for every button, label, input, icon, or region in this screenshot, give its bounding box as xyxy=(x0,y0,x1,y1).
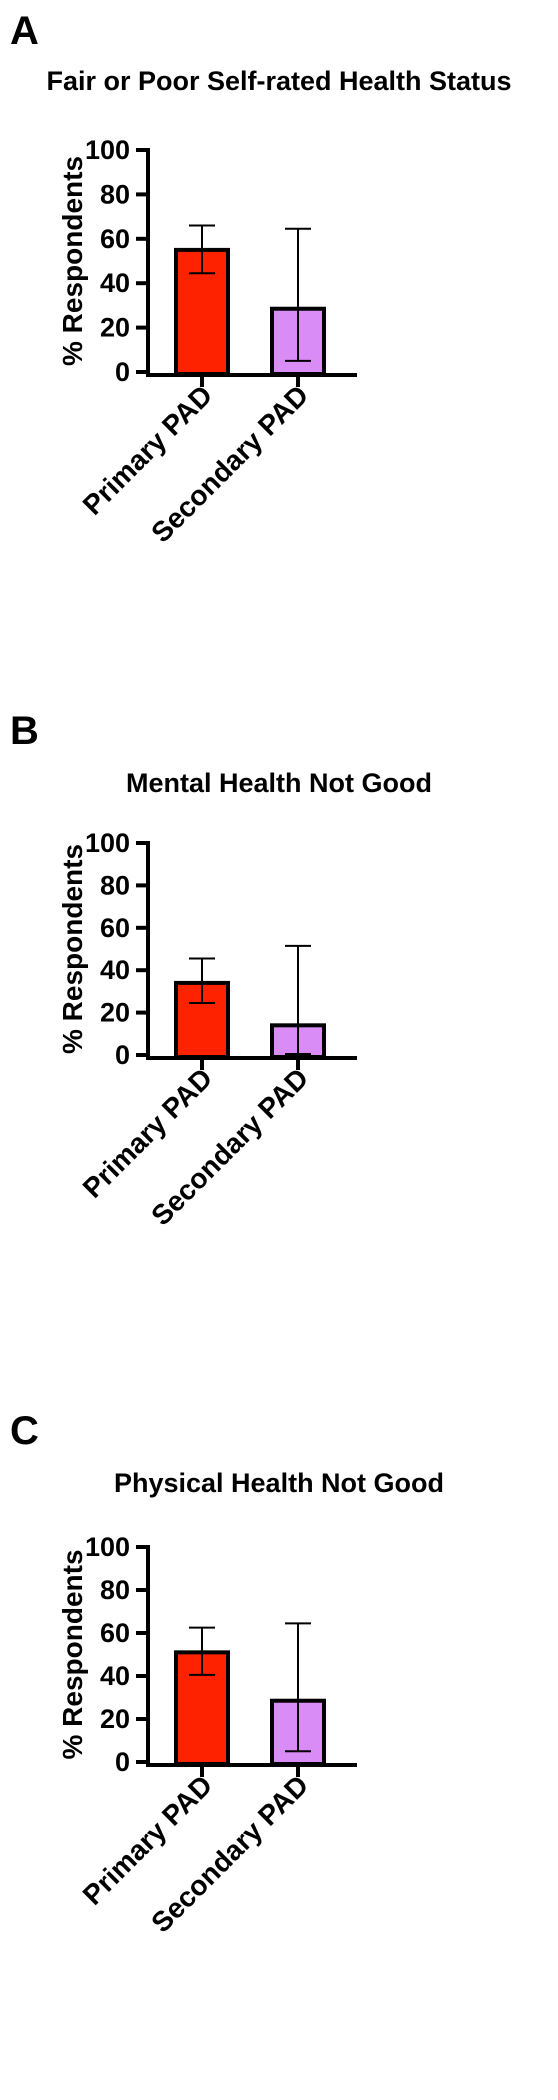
y-tick-label: 100 xyxy=(85,828,130,858)
y-tick-label: 80 xyxy=(100,870,130,900)
chart-title: Fair or Poor Self-rated Health Status xyxy=(46,66,511,96)
chart-title: Mental Health Not Good xyxy=(126,768,432,798)
y-tick-label: 0 xyxy=(115,357,130,387)
y-axis-title: % Respondents xyxy=(57,844,88,1054)
y-tick-label: 40 xyxy=(100,268,130,298)
panel-letter: A xyxy=(10,9,39,53)
y-tick-label: 20 xyxy=(100,313,130,343)
y-axis-title: % Respondents xyxy=(57,1549,88,1759)
y-tick-label: 60 xyxy=(100,1618,130,1648)
panel-letter: C xyxy=(10,1409,39,1453)
chart-panel-c: C Physical Health Not Good 0 20 40 60 80 100 Pri… xyxy=(0,1400,558,2100)
y-axis-title: % Respondents xyxy=(57,156,88,366)
panel-letter: B xyxy=(10,709,39,753)
y-tick-label: 20 xyxy=(100,998,130,1028)
y-tick-label: 0 xyxy=(115,1040,130,1070)
chart-title: Physical Health Not Good xyxy=(114,1468,444,1498)
y-tick-label: 80 xyxy=(100,1575,130,1605)
y-tick-label: 100 xyxy=(85,135,130,165)
y-tick-label: 100 xyxy=(85,1532,130,1562)
chart-panel-a: A Fair or Poor Self-rated Health Status 0 2… xyxy=(0,0,558,700)
y-tick-label: 40 xyxy=(100,955,130,985)
y-tick-label: 20 xyxy=(100,1704,130,1734)
y-tick-label: 60 xyxy=(100,224,130,254)
y-tick-label: 40 xyxy=(100,1661,130,1691)
chart-panel-b: B Mental Health Not Good 0 20 40 60 80 100 Prima… xyxy=(0,700,558,1400)
y-tick-label: 0 xyxy=(115,1747,130,1777)
y-tick-label: 80 xyxy=(100,179,130,209)
y-tick-label: 60 xyxy=(100,913,130,943)
